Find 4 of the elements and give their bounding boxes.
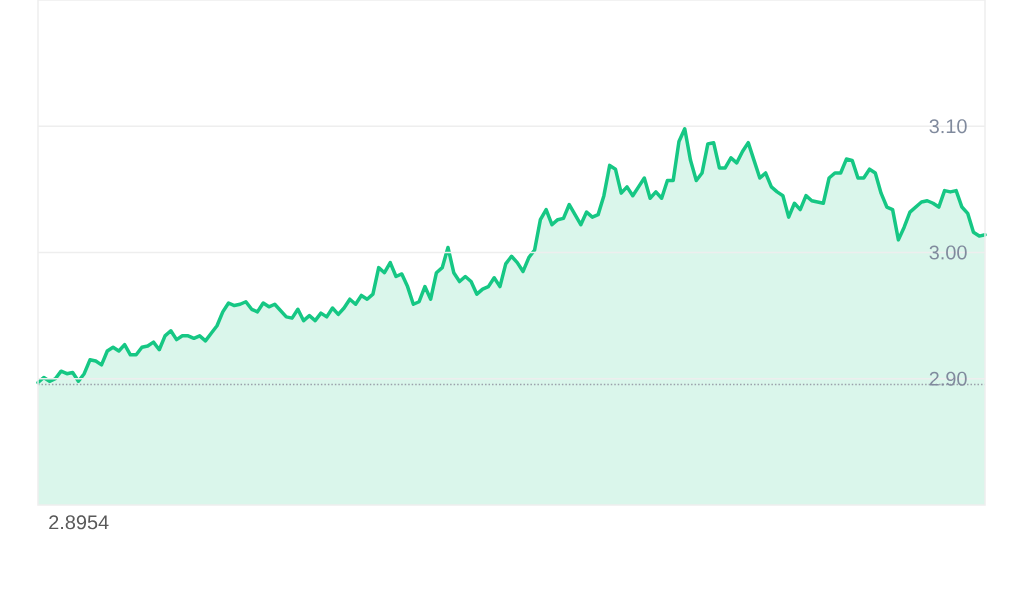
- y-tick-label: 2.90: [929, 371, 967, 386]
- y-tick-label: 3.00: [929, 245, 967, 260]
- text: 2.8954: [49, 515, 109, 530]
- y-tick-label: 3.10: [929, 119, 967, 134]
